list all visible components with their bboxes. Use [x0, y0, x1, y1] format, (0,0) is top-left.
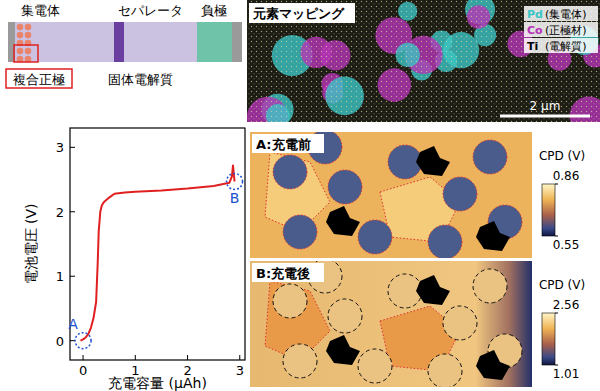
x-axis-label: 充電容量 (μAh) — [108, 375, 207, 391]
legend-box — [524, 22, 598, 37]
y-tick — [70, 276, 75, 277]
title-box — [252, 134, 324, 153]
cpd-map — [250, 261, 532, 387]
colorbar-tick-label: 2.56 — [553, 298, 580, 312]
label: (電解質) — [545, 40, 587, 53]
x-tick — [83, 355, 84, 360]
highlight-box — [14, 45, 38, 62]
cathode-particle — [25, 32, 32, 39]
annotation-label: A — [68, 316, 78, 332]
collector-domain — [443, 306, 477, 340]
plot-area — [80, 165, 234, 340]
void — [476, 221, 510, 251]
y-tick — [70, 340, 75, 341]
title-box — [249, 3, 355, 23]
label: Pd — [527, 8, 543, 21]
void — [476, 350, 510, 380]
scale-bar — [500, 115, 590, 118]
y-tick-label: 2 — [56, 205, 64, 220]
label: 2 μm — [530, 99, 561, 113]
cathode-particle — [17, 32, 24, 39]
collector-domain — [473, 140, 507, 174]
colorbar-tick — [555, 313, 558, 314]
map-background — [250, 132, 532, 258]
label: Ti — [527, 40, 538, 53]
separator — [114, 22, 124, 62]
collector-domain — [273, 155, 307, 189]
void — [326, 206, 360, 236]
collector — [232, 22, 242, 62]
collector-domain — [473, 269, 507, 303]
label: 負極 — [201, 3, 227, 18]
colorbar-label: CPD (V) — [539, 149, 585, 163]
y-tick — [70, 211, 75, 212]
cathode-particle — [25, 48, 32, 55]
collector-domain — [283, 215, 317, 249]
collector-domain — [328, 299, 362, 333]
void — [326, 335, 360, 365]
legend-box — [524, 6, 598, 21]
colorbar-tick — [555, 236, 558, 237]
collector-domain — [358, 220, 392, 254]
label: セパレータ — [118, 3, 183, 18]
colorbar — [542, 313, 555, 365]
cathode-particle — [25, 24, 32, 31]
y-tick-label: 0 — [56, 334, 64, 349]
collector-domain — [283, 344, 317, 378]
label: 複合正極 — [13, 72, 65, 87]
legend-box — [524, 38, 598, 53]
solid-electrolyte — [8, 22, 242, 62]
x-tick — [135, 355, 136, 360]
collector-domain — [428, 354, 462, 387]
cell-schematic: 集電体 セパレータ 負極複合正極 固体電解質 — [6, 3, 242, 88]
label: Co — [527, 24, 543, 37]
map-title: A:充電前 — [256, 137, 311, 152]
y-tick-label: 3 — [56, 140, 64, 155]
voltage-line — [80, 165, 234, 340]
y-tick-label: 1 — [56, 269, 64, 284]
colorbar-label: CPD (V) — [539, 278, 585, 292]
x-tick — [187, 355, 188, 360]
map-background — [247, 0, 600, 122]
ti-texture — [247, 0, 600, 122]
annotation-circle — [75, 333, 91, 349]
collector-domain — [328, 170, 362, 204]
element-map — [247, 0, 600, 122]
map-background — [250, 261, 532, 387]
y-tick — [70, 147, 75, 148]
x-tick-label: 0 — [79, 363, 87, 378]
void — [416, 146, 450, 176]
figure: 集電体 セパレータ 負極複合正極 固体電解質 元素マッピング Pd(集電体)Co(正極材)… — [0, 0, 600, 391]
colorbar-tick — [555, 365, 558, 366]
y-axis-label: 電池電圧 (V) — [23, 204, 39, 285]
label: (正極材) — [545, 24, 587, 37]
colorbar — [542, 184, 555, 236]
label: (集電体) — [545, 8, 587, 21]
voltage-chart: 01230123充電容量 (μAh)電池電圧 (V)AB — [23, 128, 245, 391]
x-tick-label: 3 — [236, 363, 244, 378]
anode — [197, 22, 232, 62]
annotation-circle — [227, 173, 243, 189]
colorbar-tick-label: 1.01 — [553, 367, 580, 381]
cpd-map — [250, 132, 532, 258]
colorbar-tick-label: 0.86 — [553, 169, 580, 183]
title-box — [252, 263, 324, 282]
label: 元素マッピング — [252, 6, 345, 21]
label: 集電体 — [21, 3, 60, 18]
collector-domain — [443, 177, 477, 211]
x-tick — [239, 355, 240, 360]
cathode-particle — [17, 48, 24, 55]
colorbar-tick-label: 0.55 — [553, 238, 580, 252]
cathode-particle — [17, 24, 24, 31]
plot-frame — [70, 128, 245, 360]
collector-domain — [358, 349, 392, 383]
label: 固体電解質 — [108, 72, 173, 87]
map-title: B:充電後 — [256, 266, 310, 281]
collector-domain — [428, 225, 462, 258]
void — [416, 275, 450, 305]
annotation-label: B — [230, 190, 240, 206]
colorbar-tick — [555, 184, 558, 185]
label-box — [6, 69, 72, 88]
collector-domain — [273, 284, 307, 318]
